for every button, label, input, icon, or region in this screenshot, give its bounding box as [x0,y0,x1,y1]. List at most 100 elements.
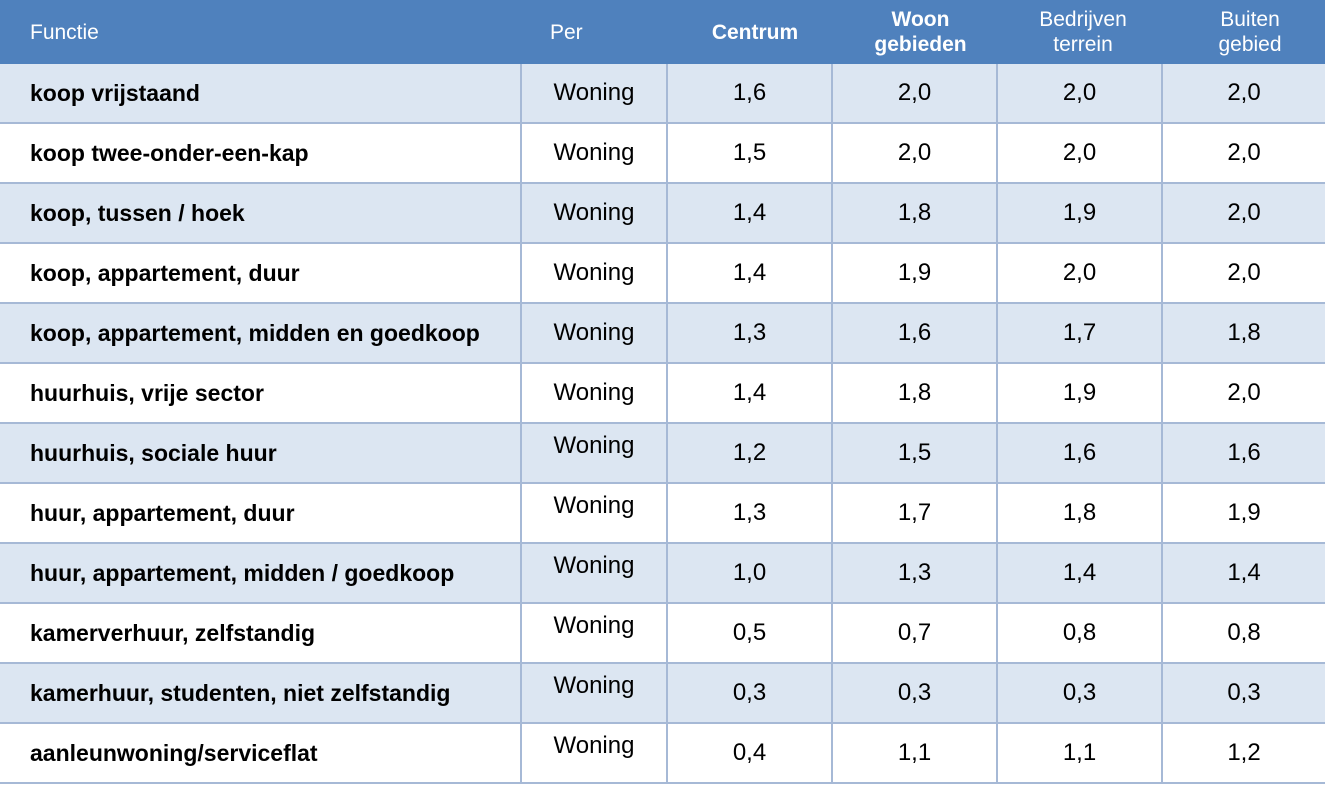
table-row: kamerhuur, studenten, niet zelfstandig Wo… [0,664,1325,724]
header-per-label: Per [550,20,583,44]
cell-per: Woning [520,124,666,182]
cell-woongebieden: 0,7 [831,604,996,662]
table-row: huur, appartement, midden / goedkoop Woni… [0,544,1325,604]
cell-functie: aanleunwoning/serviceflat [30,739,318,766]
header-woongebieden-line1: Woon [891,8,950,31]
cell-functie: koop twee-onder-een-kap [30,139,309,166]
cell-woongebieden: 1,3 [831,544,996,602]
header-per: Per [550,0,660,64]
cell-functie: kamerhuur, studenten, niet zelfstandig [30,679,451,706]
cell-bedrijventerrein: 2,0 [996,244,1161,302]
cell-bedrijventerrein: 2,0 [996,64,1161,122]
cell-bedrijventerrein: 0,8 [996,604,1161,662]
header-centrum-label: Centrum [711,20,799,44]
cell-woongebieden: 0,3 [831,664,996,722]
table-row: koop, appartement, midden en goedkoop Won… [0,304,1325,364]
cell-centrum: 0,4 [666,724,831,782]
header-bedrijventerrein-line1: Bedrijven [1039,8,1127,31]
cell-centrum: 1,4 [666,244,831,302]
cell-per: Woning [520,724,666,782]
header-woongebieden: Woon gebieden [838,0,1003,64]
table-row: koop twee-onder-een-kap Woning 1,5 2,0 2,0 2,… [0,124,1325,184]
cell-per: Woning [520,424,666,482]
cell-bedrijventerrein: 2,0 [996,124,1161,182]
cell-bedrijventerrein: 1,6 [996,424,1161,482]
cell-bedrijventerrein: 1,8 [996,484,1161,542]
cell-per: Woning [520,184,666,242]
cell-bedrijventerrein: 1,7 [996,304,1161,362]
cell-bedrijventerrein: 0,3 [996,664,1161,722]
cell-bedrijventerrein: 1,9 [996,364,1161,422]
cell-buitengebied: 2,0 [1161,244,1325,302]
cell-functie: koop, tussen / hoek [30,199,245,226]
table-row: huurhuis, vrije sector Woning 1,4 1,8 1,9 2,0 [0,364,1325,424]
cell-woongebieden: 1,6 [831,304,996,362]
cell-bedrijventerrein: 1,1 [996,724,1161,782]
cell-per: Woning [520,364,666,422]
table-row: aanleunwoning/serviceflat Woning 0,4 1,1 1,1… [0,724,1325,784]
header-buitengebied-line1: Buiten [1220,8,1280,31]
cell-woongebieden: 1,8 [831,364,996,422]
cell-per: Woning [520,664,666,722]
table-row: koop vrijstaand Woning 1,6 2,0 2,0 2,0 [0,64,1325,124]
table-row: kamerverhuur, zelfstandig Woning 0,5 0,7 0,8… [0,604,1325,664]
cell-woongebieden: 2,0 [831,124,996,182]
header-woongebieden-line2: gebieden [874,33,967,56]
header-functie: Functie [30,0,510,64]
cell-per: Woning [520,64,666,122]
cell-bedrijventerrein: 1,4 [996,544,1161,602]
cell-buitengebied: 2,0 [1161,64,1325,122]
header-functie-label: Functie [30,20,99,44]
cell-functie: koop vrijstaand [30,79,200,106]
cell-buitengebied: 1,9 [1161,484,1325,542]
cell-centrum: 1,5 [666,124,831,182]
table-row: koop, appartement, duur Woning 1,4 1,9 2,0 2,… [0,244,1325,304]
cell-functie: huur, appartement, midden / goedkoop [30,559,455,586]
table-row: huurhuis, sociale huur Woning 1,2 1,5 1,6 1,6 [0,424,1325,484]
cell-centrum: 1,3 [666,304,831,362]
header-bedrijventerrein: Bedrijven terrein [1003,0,1163,64]
cell-centrum: 0,5 [666,604,831,662]
header-buitengebied: Buiten gebied [1170,0,1325,64]
cell-centrum: 1,4 [666,364,831,422]
cell-buitengebied: 2,0 [1161,364,1325,422]
cell-bedrijventerrein: 1,9 [996,184,1161,242]
cell-centrum: 1,3 [666,484,831,542]
cell-functie: koop, appartement, midden en goedkoop [30,319,480,346]
cell-functie: huurhuis, sociale huur [30,439,277,466]
table-row: huur, appartement, duur Woning 1,3 1,7 1,8 1,… [0,484,1325,544]
cell-centrum: 1,4 [666,184,831,242]
cell-buitengebied: 2,0 [1161,124,1325,182]
cell-buitengebied: 0,3 [1161,664,1325,722]
cell-functie: koop, appartement, duur [30,259,300,286]
cell-functie: huurhuis, vrije sector [30,379,264,406]
cell-buitengebied: 0,8 [1161,604,1325,662]
table-row: koop, tussen / hoek Woning 1,4 1,8 1,9 2,0 [0,184,1325,244]
header-buitengebied-line2: gebied [1218,33,1282,56]
cell-per: Woning [520,544,666,602]
table-header: Functie Per Centrum Woon gebieden Bedrij… [0,0,1325,64]
cell-per: Woning [520,304,666,362]
cell-woongebieden: 1,9 [831,244,996,302]
cell-buitengebied: 1,2 [1161,724,1325,782]
header-bedrijventerrein-line2: terrein [1053,33,1113,56]
header-centrum: Centrum [676,0,834,64]
cell-functie: kamerverhuur, zelfstandig [30,619,316,646]
cell-buitengebied: 2,0 [1161,184,1325,242]
cell-per: Woning [520,244,666,302]
cell-per: Woning [520,604,666,662]
cell-woongebieden: 1,1 [831,724,996,782]
cell-woongebieden: 2,0 [831,64,996,122]
cell-centrum: 1,0 [666,544,831,602]
cell-woongebieden: 1,5 [831,424,996,482]
cell-functie: huur, appartement, duur [30,499,295,526]
cell-woongebieden: 1,8 [831,184,996,242]
cell-centrum: 1,2 [666,424,831,482]
cell-centrum: 0,3 [666,664,831,722]
cell-buitengebied: 1,4 [1161,544,1325,602]
cell-woongebieden: 1,7 [831,484,996,542]
cell-centrum: 1,6 [666,64,831,122]
cell-buitengebied: 1,6 [1161,424,1325,482]
cell-per: Woning [520,484,666,542]
cell-buitengebied: 1,8 [1161,304,1325,362]
